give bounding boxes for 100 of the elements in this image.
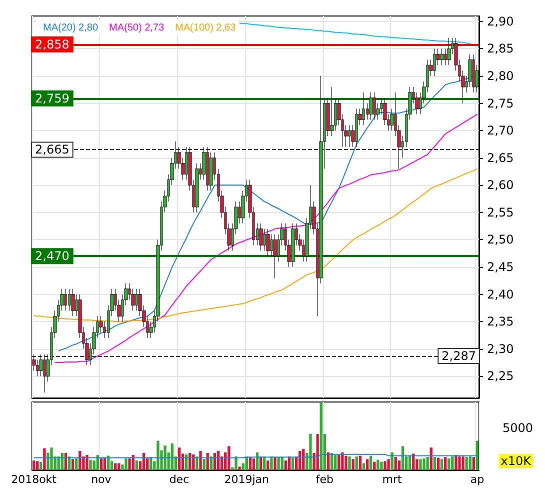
bar xyxy=(50,448,53,470)
bar xyxy=(291,458,294,470)
candlestick xyxy=(362,92,365,126)
y-tick-label: 2,65 xyxy=(487,150,514,165)
bar xyxy=(128,458,131,470)
bar xyxy=(440,459,444,470)
bar xyxy=(178,448,181,470)
bar xyxy=(338,455,340,470)
candlestick xyxy=(206,146,209,191)
x-tick-label: nov xyxy=(91,473,112,486)
x-tick-label: feb xyxy=(316,473,334,486)
y-tick-label: 2,30 xyxy=(487,342,514,356)
bar xyxy=(454,455,458,470)
bar xyxy=(86,455,88,470)
bar xyxy=(373,462,376,470)
bar xyxy=(118,463,120,470)
y-tick-label: 2,60 xyxy=(487,178,514,192)
bar xyxy=(430,448,432,470)
y-tick-label: 2,50 xyxy=(487,232,514,247)
y-tick-label: 2,55 xyxy=(487,205,514,220)
bar xyxy=(274,457,276,470)
y-tick-label: 2,70 xyxy=(487,124,514,138)
bar xyxy=(451,456,454,470)
bar xyxy=(444,457,447,470)
bar xyxy=(228,446,230,470)
candlestick xyxy=(440,48,444,66)
bar xyxy=(344,456,348,470)
x-tick-label: mrt xyxy=(382,473,403,486)
bar xyxy=(334,455,337,470)
ref-line-label: 2,665 xyxy=(35,142,70,157)
bar xyxy=(458,456,461,470)
x-tick-label: dec xyxy=(169,473,190,486)
candlestick xyxy=(330,86,334,136)
y-tick-label: 2,35 xyxy=(487,314,514,329)
candlestick xyxy=(291,223,295,268)
bar xyxy=(234,456,238,470)
candlestick xyxy=(43,354,46,393)
candlestick xyxy=(195,163,199,213)
y-tick-label: 2,85 xyxy=(487,42,514,56)
bar xyxy=(401,446,404,470)
bar xyxy=(89,460,92,470)
bar xyxy=(266,460,270,470)
bar xyxy=(252,458,256,470)
bar xyxy=(284,460,287,470)
bar xyxy=(358,456,362,470)
x-tick-label: 2019jan xyxy=(224,473,270,486)
y-tick-label: 2,40 xyxy=(487,287,514,302)
bar xyxy=(422,458,426,470)
bar xyxy=(387,459,390,470)
bar xyxy=(384,461,386,470)
bar xyxy=(465,457,468,470)
bar xyxy=(40,462,42,470)
bar xyxy=(394,457,397,470)
y-tick-label: 2,90 xyxy=(487,14,514,28)
bar xyxy=(43,448,46,470)
bar xyxy=(320,402,322,470)
bar xyxy=(71,459,74,470)
bar xyxy=(369,456,372,470)
y-tick-label: 2,75 xyxy=(487,96,514,110)
candlestick xyxy=(266,228,270,256)
y-tick-label: 2,25 xyxy=(487,369,514,384)
bar xyxy=(32,460,36,470)
bar xyxy=(124,458,128,470)
bar xyxy=(114,463,117,470)
bar xyxy=(156,440,160,470)
candlestick xyxy=(71,288,75,316)
candlestick xyxy=(369,92,373,120)
line-series xyxy=(239,22,478,47)
bar xyxy=(316,434,319,470)
bar xyxy=(248,457,252,470)
bar xyxy=(196,456,198,470)
ref-line-label: 2,759 xyxy=(35,91,70,106)
bar xyxy=(362,463,366,470)
text: x10K xyxy=(500,454,532,468)
bar xyxy=(448,458,450,470)
bar xyxy=(376,460,380,470)
text: 5000 xyxy=(502,421,534,435)
bar xyxy=(436,458,440,470)
line-series xyxy=(33,168,478,322)
bar xyxy=(462,456,464,470)
bar xyxy=(398,460,401,470)
bar xyxy=(202,459,206,470)
bar xyxy=(468,456,472,470)
y-tick-label: 2,80 xyxy=(487,69,514,84)
text: MA(20) 2,80 xyxy=(43,22,98,34)
text: MA(50) 2,73 xyxy=(109,22,164,34)
bar xyxy=(199,450,202,470)
bar xyxy=(380,462,383,470)
bar xyxy=(472,457,476,470)
candlestick xyxy=(472,54,475,93)
bar xyxy=(433,457,436,470)
bar xyxy=(135,460,138,470)
bar xyxy=(75,458,78,470)
bar xyxy=(348,456,351,470)
y-tick-label: 2,45 xyxy=(487,260,514,274)
bar xyxy=(100,458,103,470)
candlestick xyxy=(433,48,436,76)
candlestick xyxy=(355,108,358,148)
candlestick xyxy=(64,288,67,311)
ref-line-label: 2,470 xyxy=(35,249,70,264)
